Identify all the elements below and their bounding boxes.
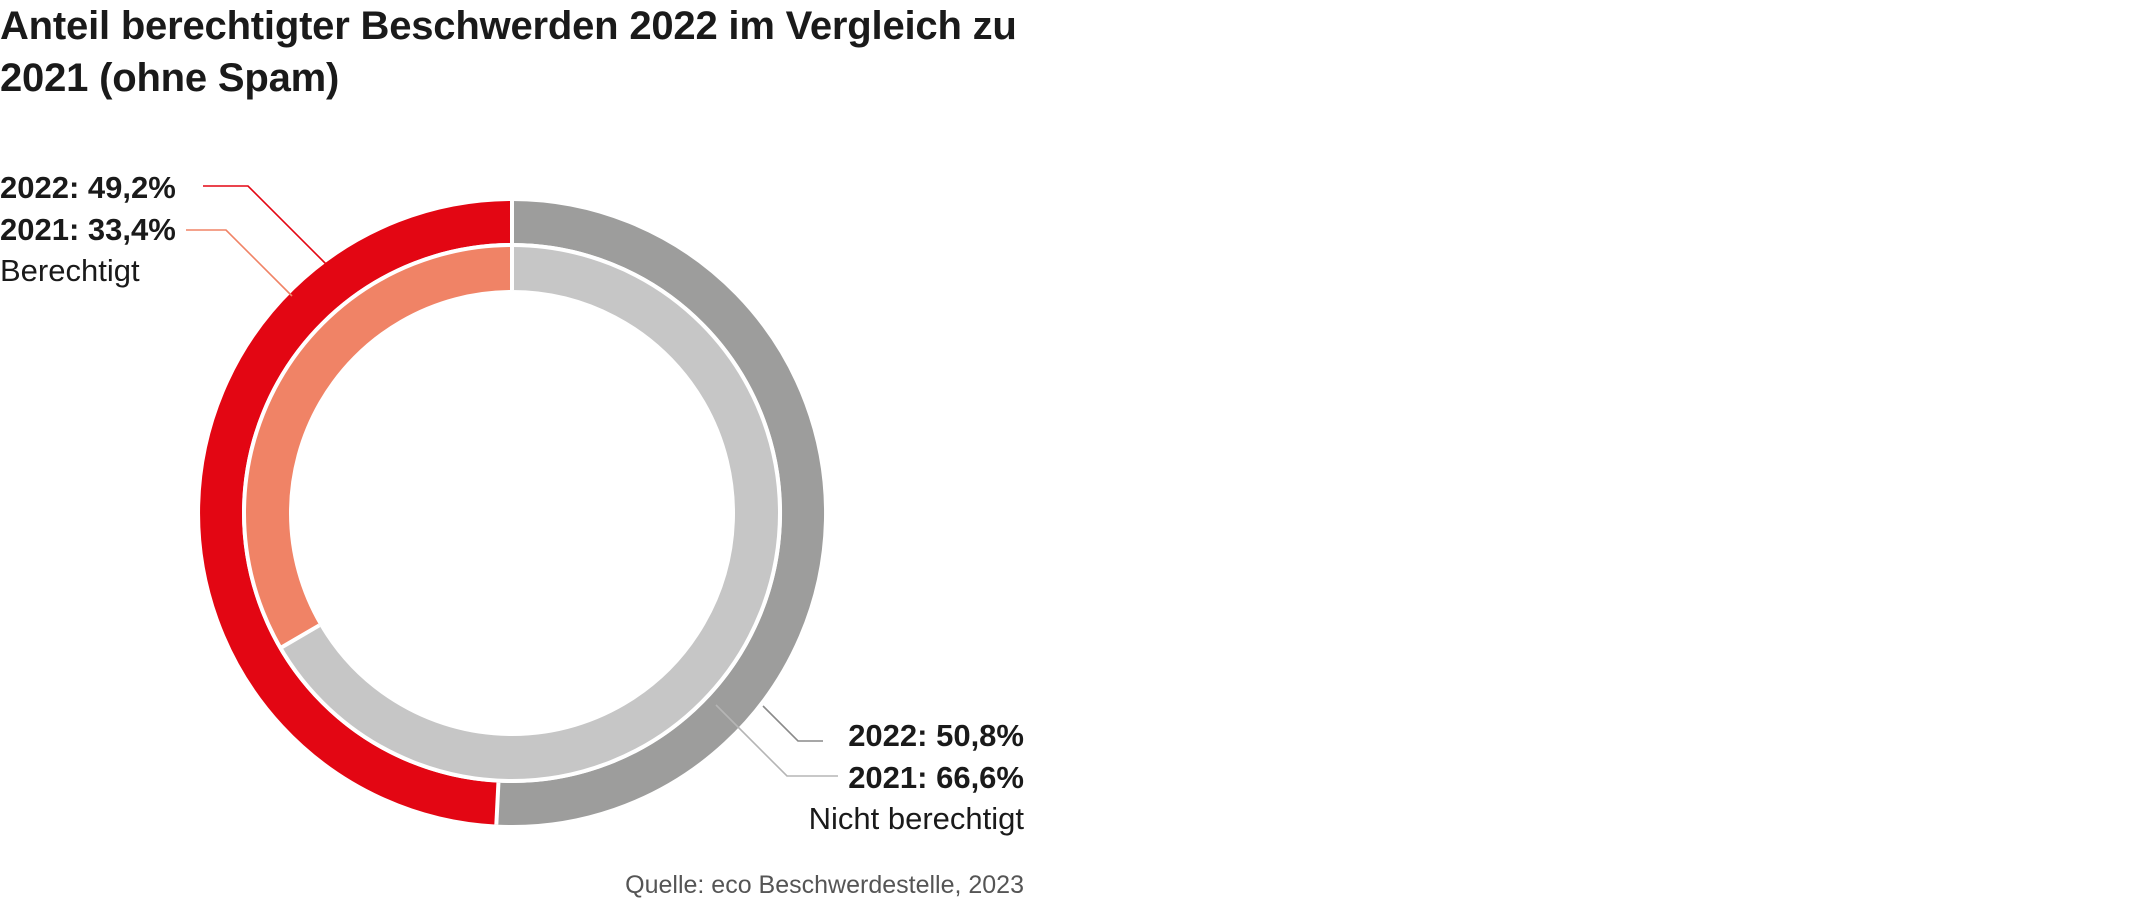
- rings: [200, 201, 824, 825]
- labels-nicht-berechtigt: 2022: 50,8% 2021: 66,6% Nicht berechtigt: [809, 718, 1025, 836]
- leader-berechtigt-2022: [203, 185, 328, 266]
- label-nicht-name: Nicht berechtigt: [809, 801, 1025, 836]
- separator-inner-1: [280, 623, 321, 650]
- leader-berechtigt-2021: [186, 229, 293, 297]
- labels-berechtigt: 2022: 49,2% 2021: 33,4% Berechtigt: [0, 170, 176, 288]
- slice-outer-berechtigt: [200, 201, 513, 825]
- ring-gap: [242, 243, 782, 783]
- chart-title: Anteil berechtigter Beschwerden 2022 im …: [0, 4, 1017, 100]
- label-berechtigt-2022: 2022: 49,2%: [0, 170, 176, 205]
- slice-inner-berechtigt: [245, 246, 513, 648]
- slice-inner-nicht-berechtigt: [281, 246, 779, 780]
- label-berechtigt-name: Berechtigt: [0, 253, 140, 288]
- leader-nicht-2022: [762, 705, 823, 742]
- label-nicht-2022: 2022: 50,8%: [848, 718, 1024, 753]
- label-nicht-2021: 2021: 66,6%: [848, 760, 1024, 795]
- source-note: Quelle: eco Beschwerdestelle, 2023: [625, 871, 1024, 899]
- label-berechtigt-2021: 2021: 33,4%: [0, 212, 176, 247]
- slice-outer-nicht-berechtigt: [496, 201, 824, 825]
- leader-nicht-2021: [715, 704, 838, 777]
- separator-outer-1: [494, 782, 501, 825]
- leader-lines: [186, 185, 838, 777]
